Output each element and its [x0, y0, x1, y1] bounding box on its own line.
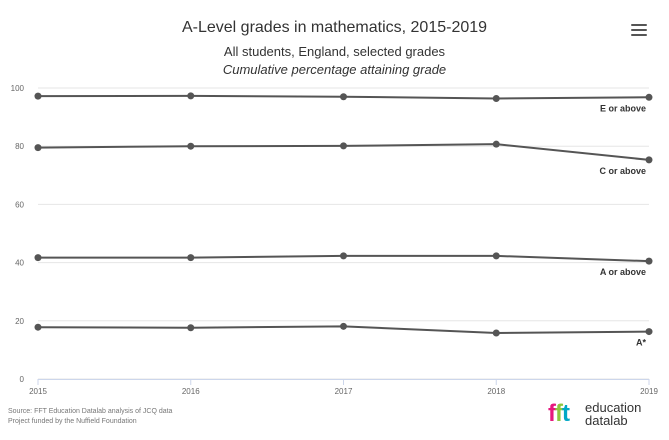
point-a-or-above-2018[interactable]: [492, 252, 500, 260]
y-tick-label-80: 80: [15, 142, 24, 151]
chart-subtitle-italic: Cumulative percentage attaining grade: [222, 62, 447, 77]
chart-title: A-Level grades in mathematics, 2015-2019: [181, 19, 488, 36]
logo-wordmark: education datalab: [585, 401, 641, 427]
logo-word-education: education: [585, 400, 642, 415]
point-e-or-above-2017[interactable]: [340, 93, 347, 101]
y-tick-label-60: 60: [15, 200, 24, 209]
logo-letter-f1: f: [548, 400, 556, 427]
point-a-or-above-2019[interactable]: [645, 257, 653, 265]
point-a-2015[interactable]: [34, 323, 42, 331]
series-label-a: A*: [636, 338, 646, 348]
source-line-2: Project funded by the Nuffield Foundatio…: [8, 418, 137, 425]
hamburger-menu-icon[interactable]: [631, 24, 647, 38]
x-tick-label-2018: 2018: [487, 387, 505, 396]
y-tick-label-0: 0: [20, 375, 25, 384]
point-e-or-above-2015[interactable]: [34, 92, 42, 100]
x-tick-label-2015: 2015: [29, 387, 47, 396]
point-e-or-above-2018[interactable]: [492, 94, 500, 102]
fft-logo-mark: fft: [548, 400, 570, 427]
point-a-or-above-2016[interactable]: [187, 254, 195, 262]
chart-subtitle: All students, England, selected grades: [223, 44, 446, 59]
point-a-or-above-2017[interactable]: [340, 252, 347, 260]
point-e-or-above-2019[interactable]: [645, 93, 653, 101]
x-tick-label-2016: 2016: [182, 387, 200, 396]
y-tick-label-40: 40: [15, 259, 24, 268]
axes: 0 20 40 60 80 100 2015 2016 2017 2018 2019: [11, 84, 659, 396]
point-a-2019[interactable]: [645, 328, 653, 336]
point-a-2016[interactable]: [187, 324, 195, 332]
x-tick-label-2017: 2017: [335, 387, 353, 396]
point-a-2018[interactable]: [492, 329, 500, 337]
datalab-logo: fft education datalab: [548, 400, 666, 430]
point-c-or-above-2016[interactable]: [187, 142, 195, 150]
source-line-1: Source: FFT Education Datalab analysis o…: [8, 408, 173, 415]
point-a-or-above-2015[interactable]: [34, 254, 42, 262]
source-note: Source: FFT Education Datalab analysis o…: [8, 407, 172, 427]
point-c-or-above-2017[interactable]: [340, 142, 347, 150]
x-tick-label-2019: 2019: [640, 387, 658, 396]
point-e-or-above-2016[interactable]: [187, 92, 195, 100]
logo-letter-t: t: [562, 400, 570, 427]
logo-letter-f2: f: [555, 400, 563, 427]
series-label-e-or-above: E or above: [600, 103, 646, 113]
point-c-or-above-2018[interactable]: [492, 140, 500, 148]
series-label-c-or-above: C or above: [599, 166, 646, 176]
gridlines: [38, 87, 649, 380]
point-c-or-above-2015[interactable]: [34, 144, 42, 152]
logo-word-datalab: datalab: [585, 413, 628, 428]
series-group: E or above C or above A or above A*: [34, 92, 653, 348]
y-tick-label-100: 100: [11, 84, 25, 93]
y-tick-label-20: 20: [15, 317, 24, 326]
point-a-2017[interactable]: [340, 322, 347, 330]
point-c-or-above-2019[interactable]: [645, 156, 653, 164]
series-label-a-or-above: A or above: [600, 267, 646, 277]
